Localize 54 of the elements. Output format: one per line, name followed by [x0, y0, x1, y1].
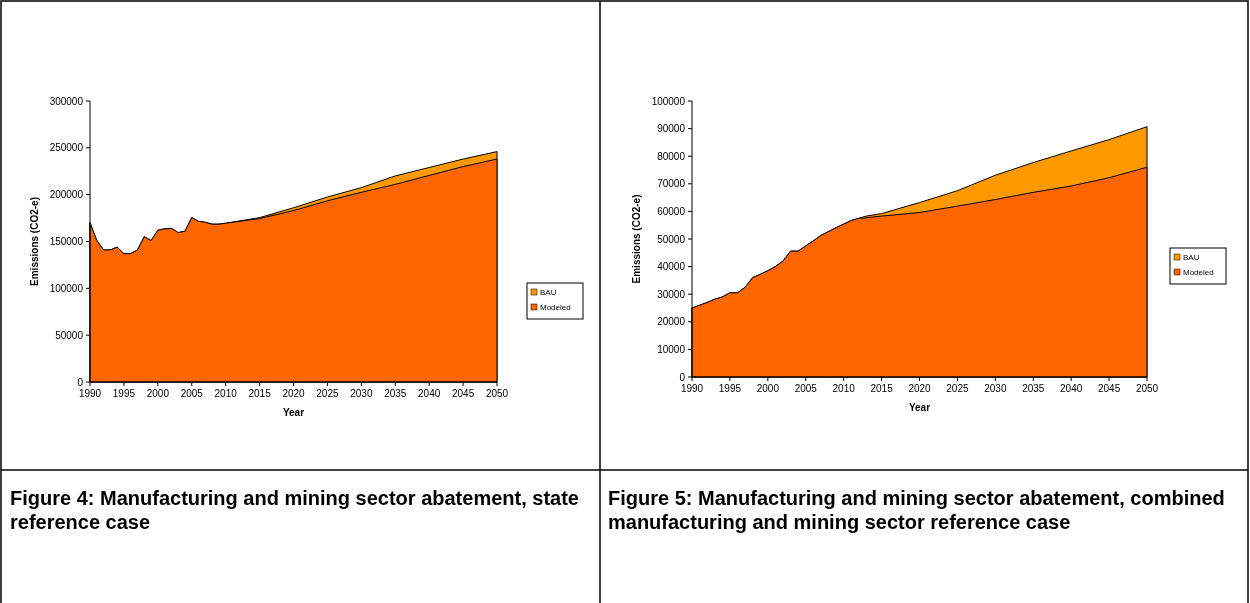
y-tick-label: 300000 — [49, 95, 84, 107]
x-tick-label: 1995 — [112, 388, 136, 399]
y-tick-label: 250000 — [49, 142, 84, 154]
x-tick-label: 2045 — [451, 388, 475, 399]
x-axis-title: Year — [282, 407, 305, 418]
x-tick-label: 2010 — [832, 383, 856, 394]
y-axis-title: Emissions (CO2-e) — [29, 197, 40, 286]
y-axis-title: Emissions (CO2-e) — [631, 194, 642, 284]
y-tick-label: 40000 — [657, 261, 686, 273]
legend-label: BAU — [540, 288, 557, 297]
x-tick-label: 2050 — [485, 388, 509, 399]
x-axis-title: Year — [908, 402, 931, 413]
x-tick-label: 2005 — [794, 383, 818, 394]
x-tick-label: 2040 — [1060, 383, 1083, 394]
x-tick-label: 2050 — [1135, 383, 1159, 394]
x-tick-label: 2030 — [350, 388, 373, 399]
x-tick-label: 1990 — [78, 388, 102, 399]
x-tick-label: 2045 — [1097, 383, 1121, 394]
x-tick-label: 2010 — [214, 388, 238, 399]
x-tick-label: 2030 — [984, 383, 1007, 394]
y-tick-label: 60000 — [657, 205, 686, 217]
y-tick-label: 100000 — [49, 282, 84, 294]
x-tick-label: 2000 — [146, 388, 170, 399]
x-tick-label: 2025 — [946, 383, 969, 394]
y-tick-label: 0 — [77, 376, 84, 388]
y-tick-label: 80000 — [657, 150, 686, 162]
y-tick-label: 20000 — [657, 316, 686, 328]
x-tick-label: 2000 — [756, 383, 780, 394]
text: Figure 4: Manufacturing and mining sector abatement, state reference case — [10, 487, 579, 533]
y-tick-label: 30000 — [657, 288, 686, 300]
x-tick-label: 2015 — [248, 388, 272, 399]
x-tick-label: 2035 — [384, 388, 407, 399]
y-tick-label: 70000 — [657, 178, 686, 190]
x-tick-label: 2020 — [908, 383, 932, 394]
x-tick-label: 2040 — [418, 388, 441, 399]
x-tick-label: 2005 — [180, 388, 204, 399]
y-tick-label: 200000 — [49, 189, 84, 201]
y-tick-label: 10000 — [657, 343, 686, 355]
y-tick-label: 90000 — [657, 123, 686, 135]
legend-label: Modeled — [1183, 268, 1214, 277]
y-tick-label: 100000 — [651, 95, 686, 107]
legend-label: Modeled — [540, 303, 571, 312]
x-tick-label: 2035 — [1022, 383, 1045, 394]
x-tick-label: 2020 — [282, 388, 306, 399]
x-tick-label: 1990 — [680, 383, 704, 394]
y-tick-label: 0 — [679, 371, 686, 383]
y-tick-label: 50000 — [55, 329, 84, 341]
legend-label: BAU — [1183, 253, 1200, 262]
y-tick-label: 50000 — [657, 233, 686, 245]
y-tick-label: 150000 — [49, 236, 84, 247]
x-tick-label: 1995 — [718, 383, 742, 394]
x-tick-label: 2025 — [316, 388, 339, 399]
x-tick-label: 2015 — [870, 383, 894, 394]
text: Figure 5: Manufacturing and mining sector abatement, combined manufacturing and mining sector reference case — [608, 487, 1225, 533]
